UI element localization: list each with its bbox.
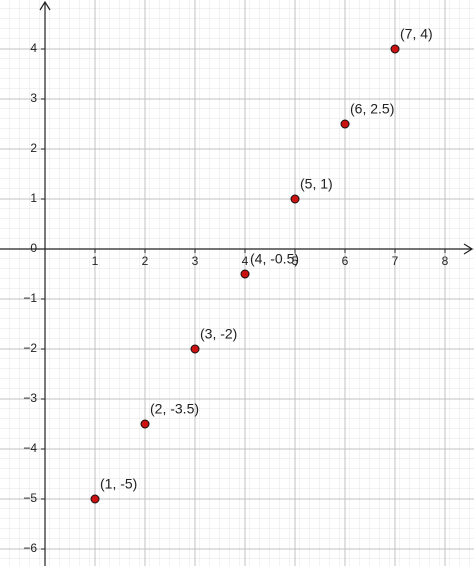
point [340, 119, 350, 129]
x-tick-label: 8 [442, 254, 449, 268]
point-label: (4, -0.5) [250, 251, 299, 267]
x-tick-label: 2 [142, 254, 149, 268]
point-label: (3, -2) [200, 326, 237, 342]
x-tick-label: 6 [342, 254, 349, 268]
y-tick-label: −1 [23, 291, 37, 305]
x-tick-label: 4 [242, 254, 249, 268]
y-tick-label: −5 [23, 491, 37, 505]
x-axis-arrow [463, 243, 474, 255]
point [290, 194, 300, 204]
y-tick-label: 1 [30, 191, 37, 205]
y-tick-label: −3 [23, 391, 37, 405]
point [90, 494, 100, 504]
marks: (1, -5) (2, -3.5) (3, -2) (4, -0.5) (5, 1) (6… [90, 26, 433, 504]
y-tick-label: 4 [30, 41, 37, 55]
point-label: (6, 2.5) [350, 101, 394, 117]
point-label: (5, 1) [300, 176, 333, 192]
point-label: (2, -3.5) [150, 401, 199, 417]
y-tick-label: −4 [23, 441, 37, 455]
point [190, 344, 200, 354]
point-label: (7, 4) [400, 26, 433, 42]
point [390, 44, 400, 54]
point-label: (1, -5) [100, 476, 137, 492]
point [240, 269, 250, 279]
y-tick-label: 3 [30, 91, 37, 105]
y-axis-arrow [39, 0, 51, 11]
y-tick-label: −2 [23, 341, 37, 355]
x-tick-label: 5 [292, 254, 299, 268]
y-tick-label: 2 [30, 141, 37, 155]
y-tick-label: 0 [30, 241, 37, 255]
point [140, 419, 150, 429]
y-tick-label: −6 [23, 541, 37, 555]
x-tick-label: 3 [192, 254, 199, 268]
x-tick-label: 7 [392, 254, 399, 268]
x-tick-label: 1 [92, 254, 99, 268]
